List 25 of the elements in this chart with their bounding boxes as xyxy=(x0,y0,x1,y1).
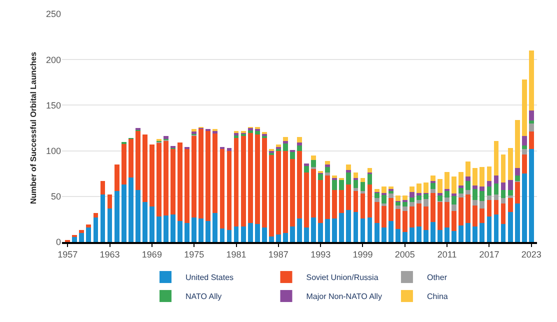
legend-label: NATO Ally xyxy=(186,292,222,302)
legend-label: Soviet Union/Russia xyxy=(306,273,379,282)
x-tick-label: 1981 xyxy=(226,250,246,260)
x-tick-label: 1987 xyxy=(268,250,288,260)
y-tick-label: 50 xyxy=(50,192,61,202)
x-tick-label: 1999 xyxy=(352,250,373,260)
x-tick-label: 2011 xyxy=(437,250,457,260)
y-tick-label: 150 xyxy=(46,100,61,110)
x-tick-label: 1993 xyxy=(310,250,331,260)
y-tick-label: 100 xyxy=(46,146,61,156)
legend-label: Other xyxy=(426,273,448,282)
x-tick-label: 2005 xyxy=(394,250,415,260)
x-tick-label: 1957 xyxy=(58,250,78,260)
legend-label: United States xyxy=(186,273,234,282)
x-tick-label: 2017 xyxy=(479,250,500,260)
y-tick-label: 200 xyxy=(46,54,61,65)
x-tick-label: 1975 xyxy=(184,250,204,260)
legend-label: Major Non-NATO Ally xyxy=(306,292,382,302)
y-tick-label: 250 xyxy=(46,9,61,20)
x-tick-label: 1963 xyxy=(100,250,120,260)
y-axis-title: Number of Successful Orbital Launches xyxy=(29,51,38,204)
legend-label: China xyxy=(426,292,448,302)
y-tick-label: 0 xyxy=(56,237,61,248)
x-tick-label: 1969 xyxy=(142,250,162,260)
x-tick-label: 2023 xyxy=(521,250,542,260)
